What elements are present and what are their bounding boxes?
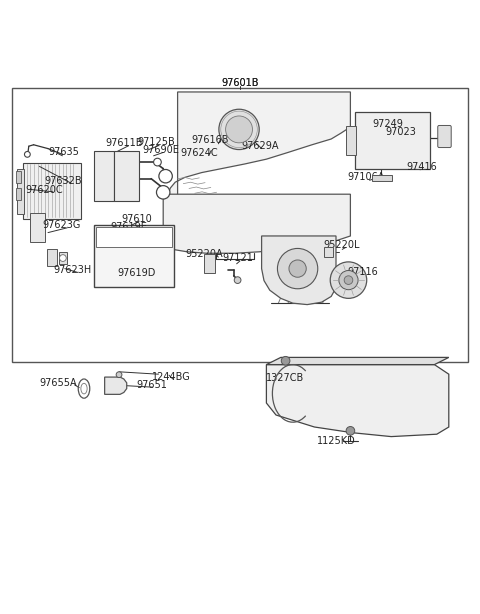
Bar bbox=[94, 225, 174, 287]
Text: 97655A: 97655A bbox=[40, 378, 77, 388]
Text: 97023: 97023 bbox=[386, 127, 417, 138]
Polygon shape bbox=[105, 377, 127, 394]
Bar bbox=[30, 214, 45, 242]
Text: 97619D: 97619D bbox=[118, 268, 156, 278]
Circle shape bbox=[24, 152, 30, 157]
Text: 97651: 97651 bbox=[136, 380, 167, 391]
Bar bbox=[204, 254, 215, 273]
Polygon shape bbox=[266, 365, 449, 437]
Bar bbox=[94, 151, 114, 201]
Text: 97629A: 97629A bbox=[241, 141, 279, 150]
Circle shape bbox=[226, 116, 252, 143]
Circle shape bbox=[154, 158, 161, 166]
FancyBboxPatch shape bbox=[438, 125, 451, 147]
Polygon shape bbox=[163, 194, 350, 253]
Bar bbox=[372, 176, 392, 181]
Polygon shape bbox=[168, 92, 350, 211]
Text: 97249: 97249 bbox=[372, 119, 403, 129]
Bar bbox=[324, 247, 333, 257]
Bar bbox=[12, 88, 468, 362]
Circle shape bbox=[277, 249, 318, 289]
Text: 97116: 97116 bbox=[348, 268, 378, 278]
Bar bbox=[23, 163, 81, 219]
Text: 97620C: 97620C bbox=[26, 185, 63, 195]
Circle shape bbox=[116, 372, 122, 378]
Text: 1327CB: 1327CB bbox=[266, 373, 304, 383]
Circle shape bbox=[344, 276, 353, 284]
Text: 97624C: 97624C bbox=[180, 149, 218, 158]
Text: 97616B: 97616B bbox=[192, 136, 229, 146]
Bar bbox=[16, 171, 21, 183]
Text: 97611B: 97611B bbox=[105, 138, 143, 148]
Circle shape bbox=[234, 277, 241, 284]
Text: 97601B: 97601B bbox=[221, 79, 259, 88]
Text: 97623G: 97623G bbox=[42, 220, 81, 230]
Text: 95220L: 95220L bbox=[324, 239, 360, 250]
Text: 97121: 97121 bbox=[223, 253, 253, 263]
Text: 97619E: 97619E bbox=[110, 222, 147, 232]
Text: 97632B: 97632B bbox=[45, 176, 82, 186]
Text: 97416: 97416 bbox=[406, 162, 437, 172]
Text: 97125B: 97125B bbox=[137, 138, 175, 147]
Bar bbox=[355, 112, 430, 169]
Circle shape bbox=[281, 357, 290, 365]
Circle shape bbox=[346, 427, 355, 435]
Circle shape bbox=[156, 185, 170, 199]
Bar bbox=[346, 126, 356, 155]
Bar bbox=[17, 169, 24, 214]
Text: 97690E: 97690E bbox=[143, 144, 179, 155]
Circle shape bbox=[60, 255, 66, 262]
Circle shape bbox=[339, 271, 358, 290]
Circle shape bbox=[159, 169, 172, 183]
Bar bbox=[47, 249, 57, 266]
Circle shape bbox=[330, 262, 367, 298]
Circle shape bbox=[289, 260, 306, 278]
Polygon shape bbox=[262, 236, 336, 305]
Text: 95220A: 95220A bbox=[186, 249, 223, 259]
Text: 97106A: 97106A bbox=[347, 173, 384, 182]
Bar bbox=[59, 252, 67, 264]
Text: 97623H: 97623H bbox=[54, 265, 92, 275]
Bar bbox=[16, 188, 21, 200]
Text: 97601B: 97601B bbox=[221, 79, 259, 88]
Bar bbox=[114, 151, 139, 201]
Polygon shape bbox=[266, 357, 449, 365]
Bar bbox=[96, 227, 172, 247]
Text: 1125KD: 1125KD bbox=[317, 437, 355, 446]
Text: 97635: 97635 bbox=[48, 147, 79, 157]
Text: 1244BG: 1244BG bbox=[152, 372, 190, 382]
Text: 97610: 97610 bbox=[121, 214, 152, 223]
Circle shape bbox=[219, 109, 259, 150]
